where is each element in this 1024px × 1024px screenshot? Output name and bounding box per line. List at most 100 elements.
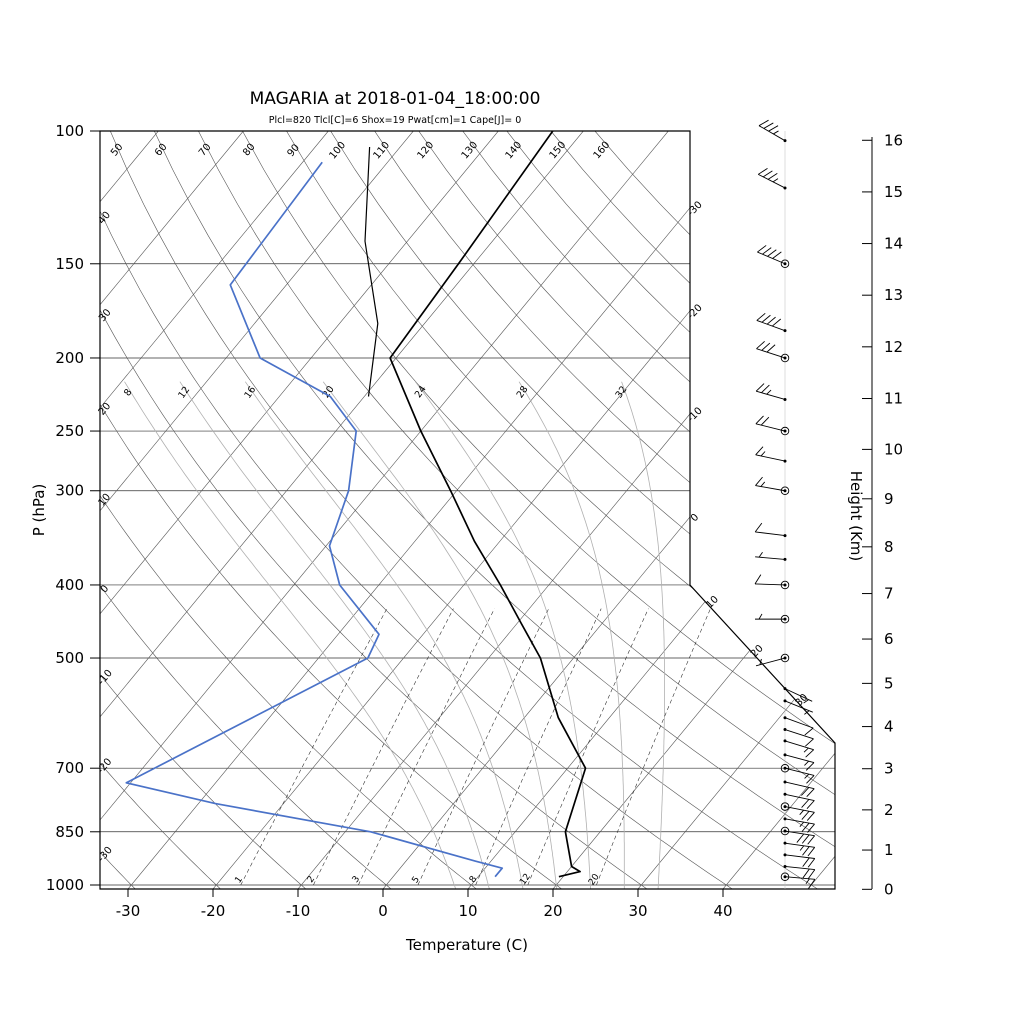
barb-full <box>755 383 765 392</box>
mixing-ratio-line <box>240 608 388 886</box>
dry-adiabat-line <box>286 131 835 889</box>
barb-staff <box>784 866 815 871</box>
dry-adiabat-label: 40 <box>96 210 113 227</box>
barb-full <box>801 822 810 832</box>
moist-adiabat-line <box>415 381 592 889</box>
isotherm-line <box>127 131 754 889</box>
barb-staff <box>755 583 786 586</box>
barb-half <box>803 747 809 753</box>
barb-full <box>807 847 816 857</box>
mixing-ratio-line <box>596 608 711 886</box>
temperature-tick-label: 40 <box>713 902 732 920</box>
dry-adiabat-line <box>100 131 148 889</box>
profile-curves <box>125 131 587 878</box>
dry-adiabat-line <box>100 131 751 889</box>
barb-full <box>804 727 814 736</box>
barb-full <box>761 342 771 351</box>
dry-adiabat-label: 50 <box>109 142 126 159</box>
barb-staff <box>755 485 786 492</box>
barb-full <box>772 318 782 327</box>
chart-subtitle: Plcl=820 Tlcl[C]=6 Shox=19 Pwat[cm]=1 Ca… <box>269 115 522 126</box>
barb-full <box>755 415 764 425</box>
temperature-axis: -30 -20 -10 0 10 20 30 40 <box>116 889 733 920</box>
chart-title: MAGARIA at 2018-01-04_18:00:00 <box>250 89 541 109</box>
barb-staff <box>756 319 786 332</box>
mixing-ratio-label: 8 <box>468 874 480 885</box>
height-tick-label: 2 <box>884 801 894 819</box>
mixing-ratio-line <box>313 608 454 886</box>
isotherm-line <box>382 131 835 889</box>
barb-full <box>767 249 777 257</box>
temperature-curve <box>389 131 587 878</box>
barb-staff <box>784 830 815 837</box>
dry-adiabat-line <box>154 131 835 889</box>
dry-adiabats <box>100 131 835 889</box>
height-tick-label: 13 <box>884 286 903 304</box>
barb-full <box>754 522 763 533</box>
moist-adiabat-line <box>322 381 559 889</box>
mixing-ratio-label: 1 <box>234 875 245 885</box>
mixing-ratio-labels: 1 2 3 5 8 12 20 <box>234 872 602 887</box>
barb-staff <box>757 251 786 265</box>
barb-full <box>766 316 776 325</box>
barb-full <box>758 119 769 127</box>
moist-adiabat-label: 24 <box>413 384 429 400</box>
temperature-tick-label: -30 <box>116 902 141 920</box>
mixing-ratio-line <box>475 608 602 886</box>
barb-full <box>755 476 763 486</box>
dry-adiabat-label: -10 <box>96 668 115 688</box>
temperature-tick-label: 0 <box>378 902 388 920</box>
isotherm-line <box>637 131 835 889</box>
dry-adiabat-line <box>100 131 406 889</box>
isotherm-line <box>100 131 499 889</box>
barb-full <box>808 869 816 879</box>
dry-adiabat-line <box>550 131 835 889</box>
barb-half <box>772 178 779 183</box>
height-tick-label: 14 <box>884 235 903 253</box>
isotherm-edge-label: -20 <box>685 302 704 321</box>
barb-full <box>808 879 816 889</box>
dry-adiabat-label: -20 <box>95 756 114 776</box>
mixing-ratio-line <box>417 608 549 886</box>
height-tick-label: 12 <box>884 338 903 356</box>
barb-staff <box>755 531 786 537</box>
barb-full <box>801 834 810 844</box>
pressure-gridlines <box>100 131 835 886</box>
isotherm-line <box>100 131 329 889</box>
mixing-ratio-lines <box>240 608 711 886</box>
barb-staff <box>755 454 786 462</box>
pressure-axis-label: P (hPa) <box>30 484 48 537</box>
barb-full <box>806 800 815 809</box>
height-tick-label: 10 <box>884 440 903 458</box>
moist-adiabat-labels: 8 12 16 20 24 28 32 <box>122 384 629 401</box>
mixing-ratio-label: 2 <box>306 874 317 884</box>
dry-adiabat-label: -30 <box>96 845 115 865</box>
barb-full <box>760 416 770 426</box>
moist-adiabats <box>124 381 665 889</box>
moist-adiabat-label: 12 <box>176 385 192 401</box>
pressure-axis: 100 150 200 250 300 400 500 700 850 1000 <box>46 122 100 894</box>
station-circle <box>780 259 790 269</box>
pressure-tick-label: 400 <box>55 576 84 594</box>
dry-adiabat-label: 80 <box>241 142 258 159</box>
station-circle <box>780 426 790 436</box>
barb-full <box>763 122 774 129</box>
barb-staff <box>758 173 786 189</box>
dry-adiabat-line <box>374 131 835 889</box>
temperature-tick-label: 20 <box>543 902 562 920</box>
moist-adiabat-label: 8 <box>122 387 134 398</box>
moist-adiabat-line <box>124 381 461 889</box>
barb-full <box>755 446 764 456</box>
barb-full <box>805 749 814 758</box>
height-tick-label: 8 <box>884 538 894 556</box>
barb-half <box>804 710 810 715</box>
isotherm-line <box>722 131 835 889</box>
isotherms <box>100 131 835 889</box>
barb-staff <box>784 842 815 848</box>
dry-adiabat-line <box>198 131 835 889</box>
barb-full <box>766 344 776 353</box>
